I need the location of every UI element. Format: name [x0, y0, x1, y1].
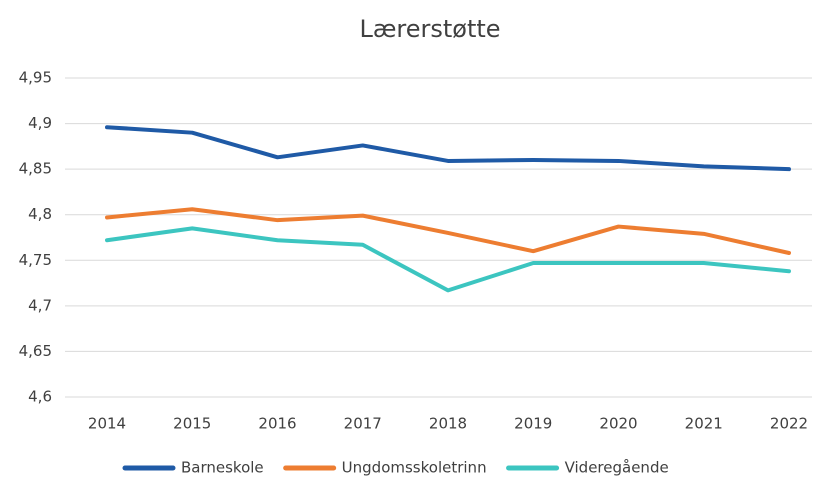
x-tick-label: 2022 [770, 415, 808, 433]
y-tick-label: 4,8 [28, 205, 52, 223]
legend-label: Barneskole [181, 459, 264, 477]
x-tick-label: 2021 [685, 415, 723, 433]
x-tick-label: 2014 [88, 415, 126, 433]
x-tick-label: 2018 [429, 415, 467, 433]
series-line [105, 207, 791, 255]
chart-title: Lærerstøtte [359, 15, 500, 43]
legend-label: Ungdomsskoletrinn [342, 459, 487, 477]
y-tick-label: 4,7 [28, 296, 52, 314]
series-line [105, 226, 791, 293]
series-line [105, 125, 791, 172]
y-tick-label: 4,6 [28, 388, 52, 406]
y-tick-label: 4,95 [19, 69, 52, 87]
y-tick-label: 4,75 [19, 251, 52, 269]
x-tick-label: 2015 [173, 415, 211, 433]
y-tick-label: 4,85 [19, 160, 52, 178]
legend-label: Videregående [565, 459, 669, 477]
y-tick-label: 4,65 [19, 342, 52, 360]
y-tick-label: 4,9 [28, 114, 52, 132]
x-tick-label: 2020 [599, 415, 637, 433]
x-tick-label: 2019 [514, 415, 552, 433]
x-tick-label: 2017 [344, 415, 382, 433]
x-tick-label: 2016 [258, 415, 296, 433]
